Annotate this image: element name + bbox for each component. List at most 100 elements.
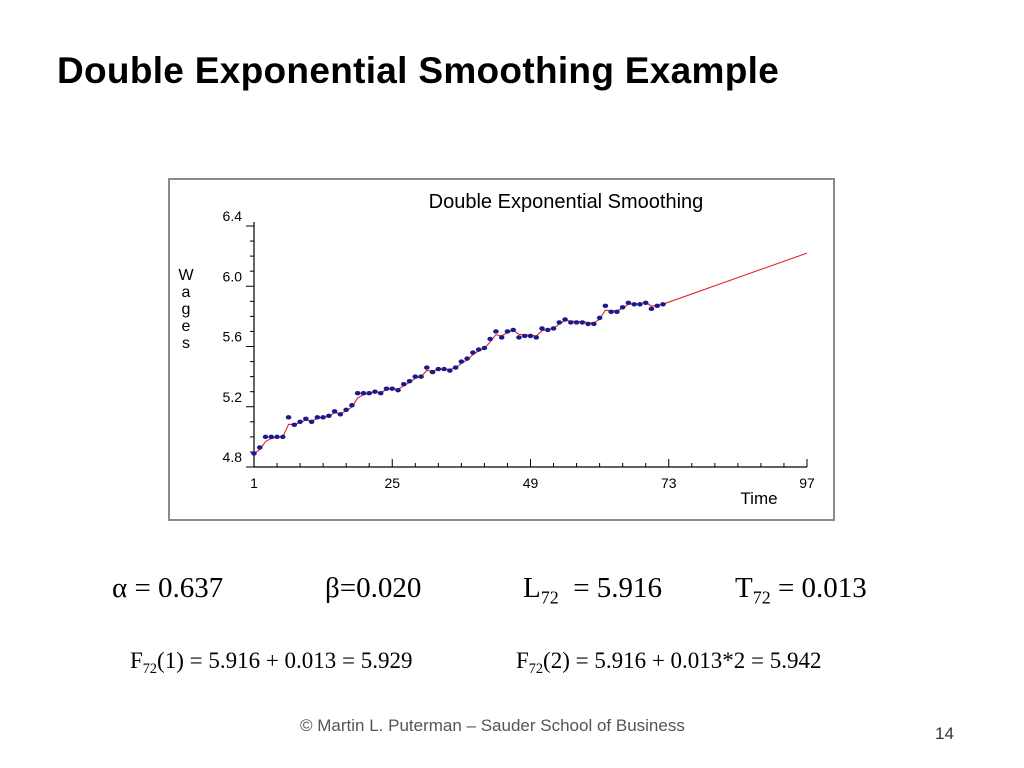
y-axis-label-letter: s	[182, 335, 190, 352]
observed-point	[544, 327, 551, 333]
observed-point	[274, 434, 280, 440]
observed-point	[331, 409, 338, 414]
alpha-text: = 0.637	[127, 572, 224, 604]
y-axis-label-letter: a	[182, 284, 191, 301]
forecast-2-text: (2) = 5.916 + 0.013*2 = 5.942	[543, 648, 822, 673]
smoothed-series	[253, 252, 808, 454]
observed-point	[475, 347, 482, 352]
observed-point	[660, 302, 666, 307]
observed-point	[435, 366, 442, 372]
observed-point	[268, 434, 275, 440]
observed-point	[337, 412, 344, 417]
beta-symbol: β	[325, 572, 340, 604]
observed-point	[308, 419, 315, 425]
observed-point	[642, 300, 649, 306]
observed-point	[481, 345, 488, 351]
y-tick-label: 4.8	[223, 449, 243, 465]
observed-point	[360, 390, 367, 396]
observed-point	[262, 434, 269, 440]
observed-point	[648, 306, 655, 312]
observed-point	[608, 309, 614, 315]
observed-point	[464, 356, 470, 361]
forecast-2-symbol: F	[516, 648, 529, 673]
observed-points	[251, 300, 666, 456]
observed-point	[424, 365, 430, 370]
smoothed-line	[253, 252, 808, 454]
parameter-line: α = 0.637 β=0.020 L72 = 5.916 T72 = 0.01…	[0, 572, 1024, 612]
observed-point	[349, 403, 355, 408]
observed-point	[354, 390, 361, 396]
observed-point	[366, 390, 373, 396]
trend-text: = 0.013	[770, 572, 867, 604]
observed-point	[527, 333, 534, 339]
observed-point	[400, 381, 407, 387]
x-tick-label: 97	[799, 475, 815, 491]
observed-point	[383, 386, 390, 391]
observed-point	[452, 365, 459, 370]
observed-point	[631, 302, 637, 307]
observed-point	[602, 303, 609, 309]
observed-point	[521, 333, 528, 339]
observed-point	[377, 390, 384, 396]
observed-point	[487, 336, 493, 342]
observed-point	[568, 320, 574, 325]
observed-point	[591, 321, 597, 327]
trend-subscript: 72	[752, 587, 771, 608]
y-axis-label-letter: g	[182, 301, 191, 318]
observed-point	[625, 300, 632, 306]
footer-copyright: © Martin L. Puterman – Sauder School of …	[300, 716, 685, 735]
forecast-1-symbol: F	[130, 648, 143, 673]
observed-point	[510, 327, 517, 333]
observed-point	[458, 359, 465, 364]
forecast-line: F72(1) = 5.916 + 0.013 = 5.929 F72(2) = …	[0, 648, 1024, 678]
beta-value: β=0.020	[325, 572, 421, 605]
observed-point	[596, 315, 603, 321]
y-axis-label-letter: e	[182, 318, 191, 335]
observed-point	[406, 378, 413, 384]
observed-point	[504, 329, 511, 334]
observed-point	[291, 422, 298, 428]
observed-point	[539, 326, 545, 331]
observed-point	[251, 451, 257, 456]
observed-point	[562, 317, 568, 322]
observed-point	[556, 320, 563, 325]
observed-point	[614, 309, 620, 315]
observed-point	[326, 413, 332, 418]
observed-point	[533, 335, 540, 340]
observed-point	[256, 445, 263, 450]
observed-point	[303, 416, 309, 421]
y-tick-label: 6.4	[223, 208, 243, 224]
observed-point	[395, 387, 401, 393]
observed-point	[418, 374, 424, 379]
x-tick-label: 1	[250, 475, 258, 491]
y-tick-label: 6.0	[223, 268, 243, 284]
observed-point	[585, 321, 591, 327]
y-tick-label: 5.6	[223, 329, 243, 345]
observed-point	[516, 335, 522, 340]
observed-point	[498, 335, 505, 340]
level-text: = 5.916	[558, 572, 663, 604]
y-axis-label-letter: W	[178, 267, 194, 284]
beta-text: =0.020	[339, 572, 422, 604]
observed-point	[447, 368, 453, 373]
observed-point	[285, 415, 292, 420]
alpha-symbol: α	[112, 572, 128, 604]
observed-point	[372, 389, 378, 394]
observed-point	[470, 350, 476, 355]
chart-title: Double Exponential Smoothing	[429, 191, 704, 213]
trend-value: T72 = 0.013	[735, 572, 867, 608]
observed-point	[654, 303, 661, 309]
forecast-1: F72(1) = 5.916 + 0.013 = 5.929	[130, 648, 413, 678]
level-value: L72 = 5.916	[523, 572, 662, 608]
y-tick-label: 5.2	[223, 389, 243, 405]
observed-point	[441, 366, 447, 372]
observed-point	[280, 434, 286, 440]
observed-point	[579, 320, 586, 325]
observed-point	[573, 320, 580, 325]
observed-point	[320, 415, 326, 420]
observed-point	[412, 374, 419, 379]
observed-point	[389, 386, 396, 391]
